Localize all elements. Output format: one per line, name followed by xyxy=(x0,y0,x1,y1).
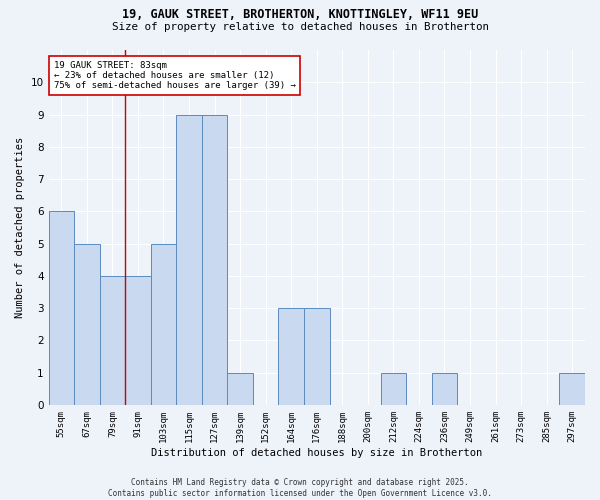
Text: Size of property relative to detached houses in Brotherton: Size of property relative to detached ho… xyxy=(112,22,488,32)
Bar xyxy=(125,276,151,405)
Bar xyxy=(559,372,585,405)
Bar xyxy=(74,244,100,405)
Bar xyxy=(432,372,457,405)
Bar xyxy=(278,308,304,405)
Bar xyxy=(151,244,176,405)
Text: Contains HM Land Registry data © Crown copyright and database right 2025.
Contai: Contains HM Land Registry data © Crown c… xyxy=(108,478,492,498)
Y-axis label: Number of detached properties: Number of detached properties xyxy=(15,137,25,318)
Bar xyxy=(380,372,406,405)
Text: 19 GAUK STREET: 83sqm
← 23% of detached houses are smaller (12)
75% of semi-deta: 19 GAUK STREET: 83sqm ← 23% of detached … xyxy=(54,60,296,90)
Text: 19, GAUK STREET, BROTHERTON, KNOTTINGLEY, WF11 9EU: 19, GAUK STREET, BROTHERTON, KNOTTINGLEY… xyxy=(122,8,478,20)
Bar xyxy=(227,372,253,405)
Bar xyxy=(202,114,227,405)
Bar xyxy=(100,276,125,405)
Bar xyxy=(49,212,74,405)
X-axis label: Distribution of detached houses by size in Brotherton: Distribution of detached houses by size … xyxy=(151,448,482,458)
Bar xyxy=(176,114,202,405)
Bar xyxy=(304,308,329,405)
